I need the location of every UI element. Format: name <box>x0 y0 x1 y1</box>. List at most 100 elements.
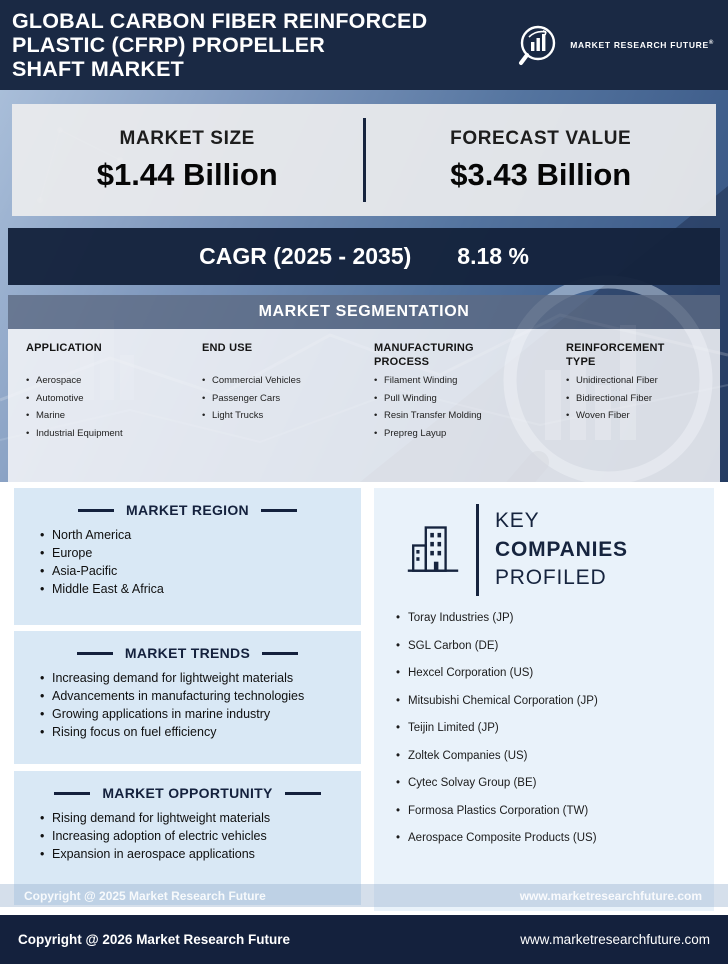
panel-heading: MARKET REGION <box>14 488 361 518</box>
market-opportunity-title: MARKET OPPORTUNITY <box>102 785 273 801</box>
list-item-label: Growing applications in marine industry <box>52 707 271 721</box>
segmentation-item-label: Passenger Cars <box>212 392 281 404</box>
market-trends-list: Increasing demand for lightweight materi… <box>14 671 361 739</box>
logo-name: MARKET RESEARCH FUTURE <box>570 40 709 50</box>
segmentation-item-label: Aerospace <box>36 375 82 386</box>
segmentation-item: Pull Winding <box>374 393 566 404</box>
market-size-value: $1.44 Billion <box>96 156 278 192</box>
market-region-panel: MARKET REGION North America Europe Asia-Pa… <box>14 488 361 625</box>
list-item-label: Expansion in aerospace applications <box>52 847 255 861</box>
segmentation-item: Prepreg Layup <box>374 428 566 439</box>
stats-divider <box>362 118 366 202</box>
market-trends-title: MARKET TRENDS <box>124 645 251 661</box>
company-item: Hexcel Corporation (US) <box>396 667 706 679</box>
footer: Copyright @ 2026 Market Research Future … <box>0 915 728 964</box>
segmentation-item-label: Industrial Equipment <box>36 427 123 439</box>
content-section: MARKET REGION North America Europe Asia-Pa… <box>0 482 728 915</box>
company-item: Teijin Limited (JP) <box>396 722 706 734</box>
footer-copyright: Copyright @ 2026 Market Research Future <box>18 932 290 947</box>
brand-logo: MARKET RESEARCH FUTURE® <box>516 22 714 68</box>
page-title: GLOBAL CARBON FIBER REINFORCED PLASTIC (… <box>12 8 428 82</box>
watermark-strip: Copyright @ 2025 Market Research Future … <box>0 884 728 907</box>
header: GLOBAL CARBON FIBER REINFORCED PLASTIC (… <box>0 0 728 90</box>
company-name: SGL Carbon (DE) <box>408 639 499 652</box>
list-item-label: Rising demand for lightweight materials <box>52 811 271 825</box>
logo-text: MARKET RESEARCH FUTURE® <box>570 40 714 50</box>
footer-website-link[interactable]: www.marketresearchfuture.com <box>520 932 710 947</box>
heading-dash-right <box>260 508 297 512</box>
list-item: Increasing adoption of electric vehicles <box>40 829 347 843</box>
company-item: Cytec Solvay Group (BE) <box>396 777 706 789</box>
segmentation-item-label: Resin Transfer Molding <box>384 410 482 421</box>
segmentation-item: Woven Fiber <box>566 410 720 421</box>
key-companies-title-line1: KEY <box>495 508 540 532</box>
company-item: Formosa Plastics Corporation (TW) <box>396 805 706 817</box>
segmentation-item-label: Commercial Vehicles <box>212 375 301 386</box>
segmentation-item: Marine <box>26 410 202 421</box>
list-item: Advancements in manufacturing technologi… <box>40 689 347 703</box>
segmentation-item: Industrial Equipment <box>26 428 202 439</box>
key-companies-title-line2: COMPANIES <box>495 537 628 561</box>
segmentation-item: Bidirectional Fiber <box>566 393 720 404</box>
list-item-label: Increasing adoption of electric vehicles <box>52 829 267 843</box>
market-region-list: North America Europe Asia-Pacific Middle Ea… <box>14 528 361 596</box>
market-trends-panel: MARKET TRENDS Increasing demand for ligh… <box>14 631 361 764</box>
stats-box: MARKET SIZE $1.44 Billion FORECAST VALUE… <box>12 104 716 216</box>
segmentation-title: MARKET SEGMENTATION <box>258 303 470 320</box>
segmentation-heading: APPLICATION <box>26 342 102 354</box>
key-companies-header: KEY COMPANIES PROFILED <box>374 488 714 596</box>
buildings-icon <box>407 526 459 572</box>
list-item-label: Advancements in manufacturing technologi… <box>52 689 305 703</box>
segmentation-heading: REINFORCEMENT TYPE <box>566 342 665 369</box>
hero-section: MARKET SIZE $1.44 Billion FORECAST VALUE… <box>0 90 728 482</box>
company-name: Zoltek Companies (US) <box>408 749 528 762</box>
list-item: Europe <box>40 546 347 560</box>
list-item-label: Rising focus on fuel efficiency <box>52 725 217 739</box>
company-item: Mitsubishi Chemical Corporation (JP) <box>396 695 706 707</box>
forecast-value-value: $3.43 Billion <box>450 156 632 192</box>
segmentation-item-label: Prepreg Layup <box>384 427 447 439</box>
segmentation-list: Commercial Vehicles Passenger Cars Light T… <box>202 375 374 421</box>
company-name: Teijin Limited (JP) <box>408 722 499 734</box>
key-companies-title: KEY COMPANIES PROFILED <box>495 507 628 594</box>
company-name: Toray Industries (JP) <box>408 612 514 624</box>
heading-dash-left <box>76 651 113 655</box>
heading-dash-left <box>78 508 115 512</box>
cagr-label: CAGR (2025 - 2035) <box>199 243 412 269</box>
segmentation-item-label: Filament Winding <box>384 375 458 386</box>
segmentation-item: Resin Transfer Molding <box>374 410 566 421</box>
company-name: Formosa Plastics Corporation (TW) <box>408 804 589 817</box>
segmentation-list: Aerospace Automotive Marine Industrial Equi… <box>26 375 202 439</box>
segmentation-heading: END USE <box>202 342 253 354</box>
company-name: Aerospace Composite Products (US) <box>408 832 597 844</box>
logo-chart-magnifier-icon <box>519 25 556 65</box>
segmentation-item: Light Trucks <box>202 410 374 421</box>
key-companies-panel: KEY COMPANIES PROFILED Toray Industries … <box>374 488 714 911</box>
list-item-label: Increasing demand for lightweight materi… <box>52 671 294 685</box>
list-item: North America <box>40 528 347 542</box>
cagr-value: 8.18 % <box>457 243 529 269</box>
segmentation-list: Unidirectional Fiber Bidirectional Fiber W… <box>566 375 720 421</box>
segmentation-column-reinforcement-type: REINFORCEMENT TYPE Unidirectional Fiber B… <box>566 341 720 482</box>
segmentation-item-label: Marine <box>36 410 66 421</box>
segmentation-item-label: Light Trucks <box>212 410 264 421</box>
segmentation-column-end-use: END USE Commercial Vehicles Passenger Car… <box>202 341 374 482</box>
market-opportunity-list: Rising demand for lightweight materials I… <box>14 811 361 861</box>
segmentation-item: Unidirectional Fiber <box>566 375 720 386</box>
heading-dash-right <box>262 651 299 655</box>
list-item: Growing applications in marine industry <box>40 707 347 721</box>
list-item: Rising focus on fuel efficiency <box>40 725 347 739</box>
list-item-label: Europe <box>52 546 93 560</box>
segmentation-item-label: Bidirectional Fiber <box>576 392 653 404</box>
segmentation-item-label: Pull Winding <box>384 392 437 404</box>
list-item: Asia-Pacific <box>40 564 347 578</box>
company-item: Zoltek Companies (US) <box>396 750 706 762</box>
market-opportunity-panel: MARKET OPPORTUNITY Rising demand for lig… <box>14 771 361 905</box>
segmentation-item: Automotive <box>26 393 202 404</box>
forecast-value-stat: FORECAST VALUE $3.43 Billion <box>366 104 717 216</box>
company-name: Mitsubishi Chemical Corporation (JP) <box>408 694 598 707</box>
watermark-website: www.marketresearchfuture.com <box>519 888 702 903</box>
list-item-label: North America <box>52 528 132 542</box>
segmentation-heading: MANUFACTURING PROCESS <box>374 342 474 369</box>
